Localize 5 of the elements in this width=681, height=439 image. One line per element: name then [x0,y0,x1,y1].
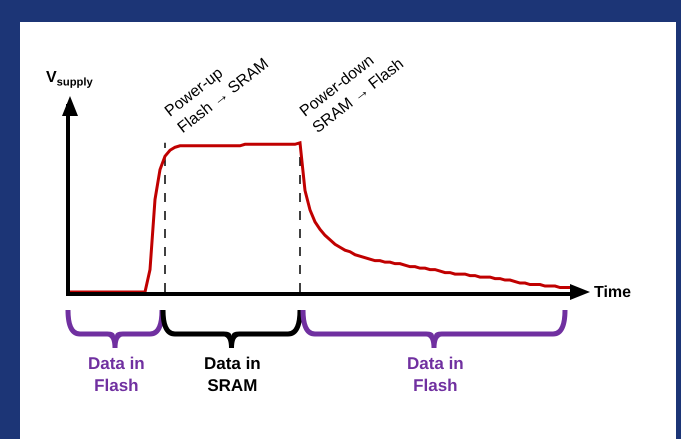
x-axis-title: Time [594,284,632,301]
text: Data in Flash [88,354,145,396]
text: Data in SRAM [204,354,261,396]
text: Data in Flash [407,354,464,396]
y-axis-title: V$_{supply}$ [46,69,94,88]
